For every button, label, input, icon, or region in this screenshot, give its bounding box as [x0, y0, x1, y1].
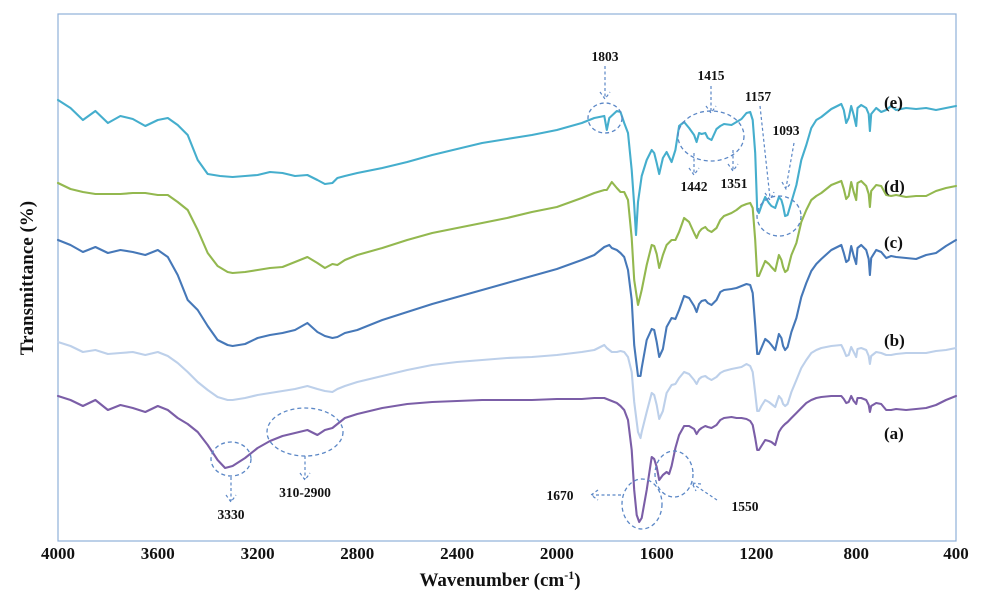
- annotation-arrowhead-1442: [688, 167, 700, 177]
- x-axis-title: Wavenumber (cm-1): [419, 568, 580, 591]
- annotation-label-310-2900: 310-2900: [279, 485, 331, 500]
- annotation-arrow-1550: [692, 483, 718, 501]
- x-tick-label-4000: 4000: [41, 544, 75, 563]
- x-tick-label-2800: 2800: [340, 544, 374, 563]
- annotation-label-1415: 1415: [698, 68, 725, 83]
- annotation-1550: 1550: [654, 450, 759, 514]
- annotation-arrowhead-1670: [589, 489, 599, 501]
- series-label-e: (e): [884, 93, 903, 112]
- annotation-arrowhead-1803: [599, 91, 611, 101]
- annotation-arrow-1157: [759, 105, 771, 199]
- annotation-3330: 3330: [210, 441, 252, 522]
- annotation-1415: 1415: [677, 68, 745, 177]
- annotation-circle-1670: [621, 478, 663, 530]
- annotation-label-1351: 1351: [721, 176, 748, 191]
- annotation-circle-310-2900: [266, 407, 344, 457]
- annotation-label-1093: 1093: [773, 123, 800, 138]
- x-tick-label-800: 800: [843, 544, 869, 563]
- annotation-circle-1550: [654, 450, 694, 498]
- annotation-1157-1093: 1157 1093: [745, 89, 802, 237]
- annotation-arrowhead-1351: [727, 163, 739, 173]
- series-label-b: (b): [884, 331, 905, 350]
- series-line-d: [56, 179, 958, 307]
- annotation-arrowhead-3330: [225, 494, 237, 504]
- series-line-a: [56, 394, 958, 524]
- annotation-circle-1415: [677, 110, 745, 162]
- annotation-circle-3330: [210, 441, 252, 477]
- x-tick-label-3600: 3600: [141, 544, 175, 563]
- annotation-label-1442: 1442: [681, 179, 708, 194]
- annotation-arrowhead-1157: [764, 191, 775, 202]
- series-label-d: (d): [884, 177, 905, 196]
- x-tick-label-1600: 1600: [640, 544, 674, 563]
- x-tick-label-400: 400: [943, 544, 969, 563]
- annotation-circle-1157-1093: [756, 195, 802, 237]
- x-tick-label-3200: 3200: [241, 544, 275, 563]
- annotation-label-1670: 1670: [547, 488, 574, 503]
- plot-frame: [57, 13, 957, 542]
- annotation-310-2900: 310-2900: [266, 407, 344, 500]
- annotation-arrow-1093: [785, 142, 795, 189]
- x-tick-label-2400: 2400: [440, 544, 474, 563]
- x-tick-label-1200: 1200: [739, 544, 773, 563]
- annotation-arrowhead-310-2900: [299, 472, 311, 482]
- annotation-1803: 1803: [587, 49, 623, 134]
- annotation-1670: 1670: [547, 478, 663, 530]
- series-line-c: [56, 238, 958, 378]
- series-line-e: [56, 98, 958, 237]
- series-group: [56, 98, 958, 524]
- x-tick-labels: 4000 3600 3200 2800 2400 2000 1600 1200 800 400: [41, 544, 969, 563]
- y-axis-title: Transmittance (%): [17, 201, 38, 355]
- series-label-a: (a): [884, 424, 904, 443]
- series-label-c: (c): [884, 233, 903, 252]
- annotation-label-1803: 1803: [592, 49, 619, 64]
- annotation-circle-1803: [587, 102, 623, 134]
- series-line-b: [56, 340, 958, 440]
- annotation-label-1550: 1550: [732, 499, 759, 514]
- annotation-arrowhead-1415: [705, 105, 717, 115]
- annotation-label-1157: 1157: [745, 89, 772, 104]
- annotation-label-3330: 3330: [218, 507, 245, 522]
- annotation-arrowhead-1093: [781, 181, 792, 191]
- x-tick-label-2000: 2000: [540, 544, 574, 563]
